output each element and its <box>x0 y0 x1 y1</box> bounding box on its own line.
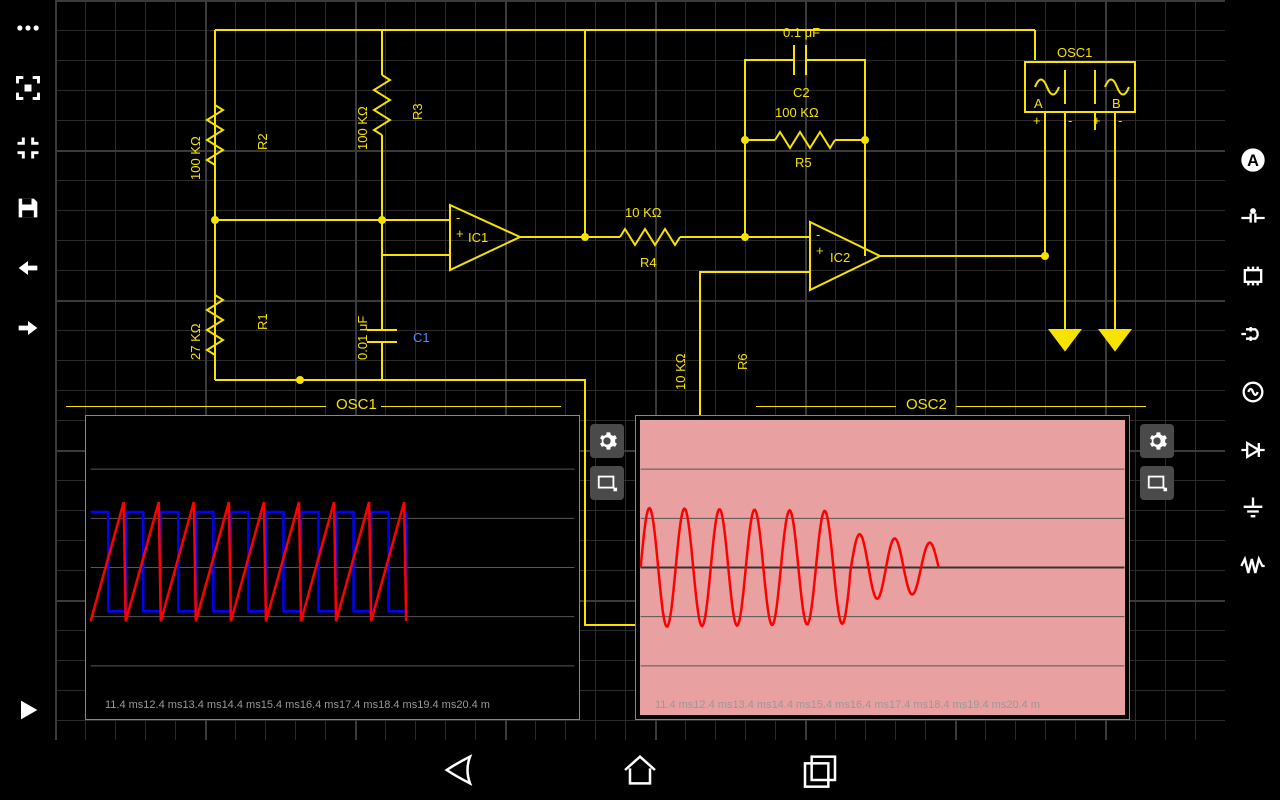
undo-icon[interactable] <box>8 248 48 288</box>
schematic-canvas[interactable]: + - + - + - + - 100 KΩ R2 27 KΩ R1 100 K… <box>55 0 1225 740</box>
osc2-timeline: 11.4 ms12.4 ms13.4 ms14.4 ms15.4 ms16.4 … <box>655 699 1120 711</box>
r1-label: R1 <box>255 313 270 330</box>
android-nav-bar <box>0 740 1280 800</box>
r1-value: 27 KΩ <box>188 324 203 360</box>
osc2-title: OSC2 <box>906 396 947 413</box>
osc1-expand-button[interactable] <box>590 466 624 500</box>
wire-icon[interactable] <box>1233 198 1273 238</box>
osc1-comp-label: OSC1 <box>1057 45 1092 60</box>
osc2-settings-button[interactable] <box>1140 424 1174 458</box>
save-icon[interactable] <box>8 188 48 228</box>
osc-cha: A <box>1034 96 1043 111</box>
svg-text:+: + <box>1093 113 1101 128</box>
chip-icon[interactable] <box>1233 256 1273 296</box>
play-button[interactable] <box>8 690 48 730</box>
recents-button[interactable] <box>800 750 840 790</box>
r6-label: R6 <box>735 353 750 370</box>
more-icon[interactable] <box>8 8 48 48</box>
r2-label: R2 <box>255 133 270 150</box>
osc2-panel[interactable]: OSC2 11.4 ms12.4 ms13.4 ms14.4 ms15.4 ms… <box>635 415 1130 720</box>
left-toolbar <box>0 0 55 740</box>
svg-text:-: - <box>816 227 820 242</box>
fullscreen-icon[interactable] <box>8 68 48 108</box>
r6-value: 10 KΩ <box>673 354 688 390</box>
right-toolbar: A <box>1225 140 1280 640</box>
svg-text:-: - <box>456 210 460 225</box>
svg-text:A: A <box>1247 152 1259 170</box>
r5-label: R5 <box>795 155 812 170</box>
osc1-panel[interactable]: OSC1 11.4 ms12.4 ms13.4 ms14.4 ms15.4 ms… <box>85 415 580 720</box>
redo-icon[interactable] <box>8 308 48 348</box>
osc1-settings-button[interactable] <box>590 424 624 458</box>
svg-text:-: - <box>1118 113 1122 128</box>
c2-label: C2 <box>793 85 810 100</box>
diode-icon[interactable] <box>1233 430 1273 470</box>
source-icon[interactable] <box>1233 372 1273 412</box>
osc2-controls <box>1140 424 1174 500</box>
osc-chb: B <box>1112 96 1121 111</box>
svg-text:+: + <box>456 226 464 241</box>
osc1-screen: 11.4 ms12.4 ms13.4 ms14.4 ms15.4 ms16.4 … <box>90 420 575 715</box>
back-button[interactable] <box>440 750 480 790</box>
c1-value: 0.01 μF <box>355 316 370 360</box>
osc1-title: OSC1 <box>336 396 377 413</box>
r4-value: 10 KΩ <box>625 205 661 220</box>
svg-text:+: + <box>1033 113 1041 128</box>
svg-text:+: + <box>816 243 824 258</box>
collapse-icon[interactable] <box>8 128 48 168</box>
osc1-timeline: 11.4 ms12.4 ms13.4 ms14.4 ms15.4 ms16.4 … <box>105 699 570 711</box>
svg-text:-: - <box>1068 113 1072 128</box>
home-button[interactable] <box>620 750 660 790</box>
r3-label: R3 <box>410 103 425 120</box>
osc2-screen: 11.4 ms12.4 ms13.4 ms14.4 ms15.4 ms16.4 … <box>640 420 1125 715</box>
osc1-controls <box>590 424 624 500</box>
c2-value: 0.1 μF <box>783 25 820 40</box>
osc2-expand-button[interactable] <box>1140 466 1174 500</box>
c1-label: C1 <box>413 330 430 345</box>
ic2-label: IC2 <box>830 250 850 265</box>
r2-value: 100 KΩ <box>188 136 203 180</box>
ammeter-icon[interactable]: A <box>1233 140 1273 180</box>
r4-label: R4 <box>640 255 657 270</box>
r3-value: 100 KΩ <box>355 106 370 150</box>
r5-value: 100 KΩ <box>775 105 819 120</box>
main-area: + - + - + - + - 100 KΩ R2 27 KΩ R1 100 K… <box>0 0 1280 740</box>
plug-icon[interactable] <box>1233 314 1273 354</box>
ic1-label: IC1 <box>468 230 488 245</box>
signal-icon[interactable] <box>1233 546 1273 586</box>
ground-icon[interactable] <box>1233 488 1273 528</box>
